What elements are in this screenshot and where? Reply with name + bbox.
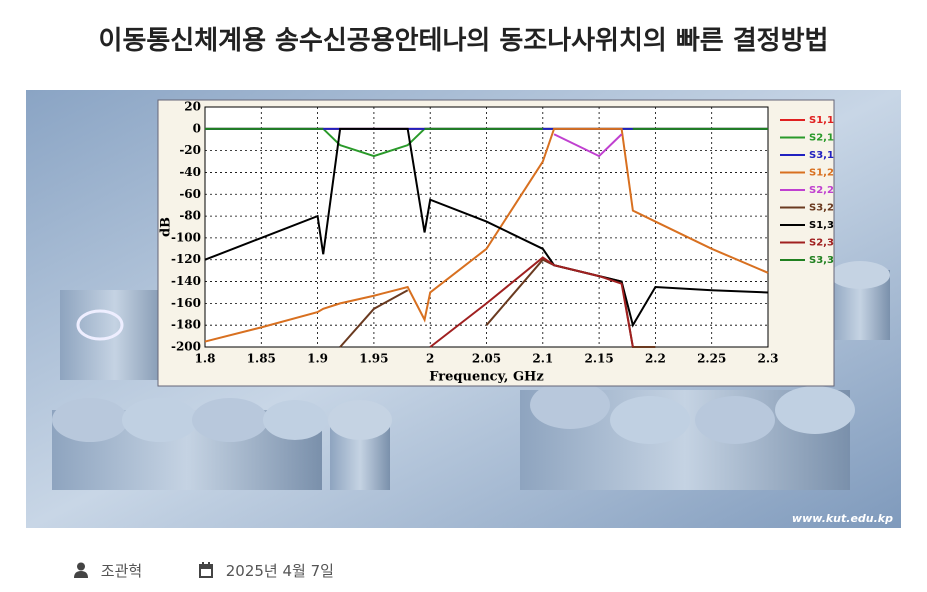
legend-label: S3,3 (809, 255, 834, 266)
legend-label: S3,2 (809, 203, 834, 214)
legend-label: S1,3 (809, 220, 834, 231)
y-tick-label: -80 (179, 209, 201, 223)
legend-label: S2,3 (809, 238, 834, 249)
date: 2025년 4월 7일 (225, 562, 334, 580)
x-tick-label: 1.9 (307, 352, 328, 366)
x-tick-label: 2.15 (584, 352, 613, 366)
x-tick-label: 2.05 (472, 352, 501, 366)
x-axis-label: Frequency, GHz (429, 370, 543, 385)
y-tick-label: -60 (179, 187, 201, 201)
y-tick-label: -160 (171, 296, 201, 310)
x-tick-label: 1.85 (247, 352, 276, 366)
article-meta: 조관혁 2025년 4월 7일 (74, 560, 334, 581)
y-tick-label: -100 (171, 230, 201, 244)
y-tick-label: -40 (179, 165, 201, 179)
legend-label: S3,1 (809, 150, 834, 161)
series-line (553, 133, 623, 158)
y-tick-label: -20 (179, 143, 201, 157)
legend-label: S2,1 (809, 133, 834, 144)
author: 조관혁 (100, 562, 143, 580)
series-line (204, 127, 769, 343)
y-tick-label: -180 (171, 318, 201, 332)
x-tick-label: 2 (426, 352, 434, 366)
filter-model (52, 261, 890, 490)
article-title: 이동통신체계용 송수신공용안테나의 동조나사위치의 빠른 결정방법 (98, 26, 829, 56)
article-image: www.kut.edu.kp 20 0 -20 -40 -60 -80 -100 -120 -1… (26, 90, 901, 528)
x-tick-label: 1.95 (359, 352, 388, 366)
x-tick-label: 2.3 (758, 352, 779, 366)
y-tick-label: 20 (184, 100, 201, 114)
y-tick-label: -120 (171, 252, 201, 266)
x-tick-label: 1.8 (195, 352, 216, 366)
y-tick-label: -200 (171, 340, 201, 354)
x-tick-label: 2.2 (645, 352, 666, 366)
y-tick-label: -140 (171, 274, 201, 288)
series-line (429, 256, 634, 348)
series-line (204, 127, 769, 328)
legend-label: S1,2 (809, 168, 834, 179)
x-tick-label: 2.1 (532, 352, 553, 366)
legend-label: S2,2 (809, 185, 834, 196)
legend-label: S1,1 (809, 115, 834, 126)
watermark: www.kut.edu.kp (792, 512, 893, 525)
author-icon (74, 562, 88, 578)
y-tick-label: 0 (193, 121, 201, 135)
date-icon (198, 562, 213, 578)
y-axis-label: dB (159, 217, 174, 237)
x-tick-label: 2.25 (697, 352, 726, 366)
